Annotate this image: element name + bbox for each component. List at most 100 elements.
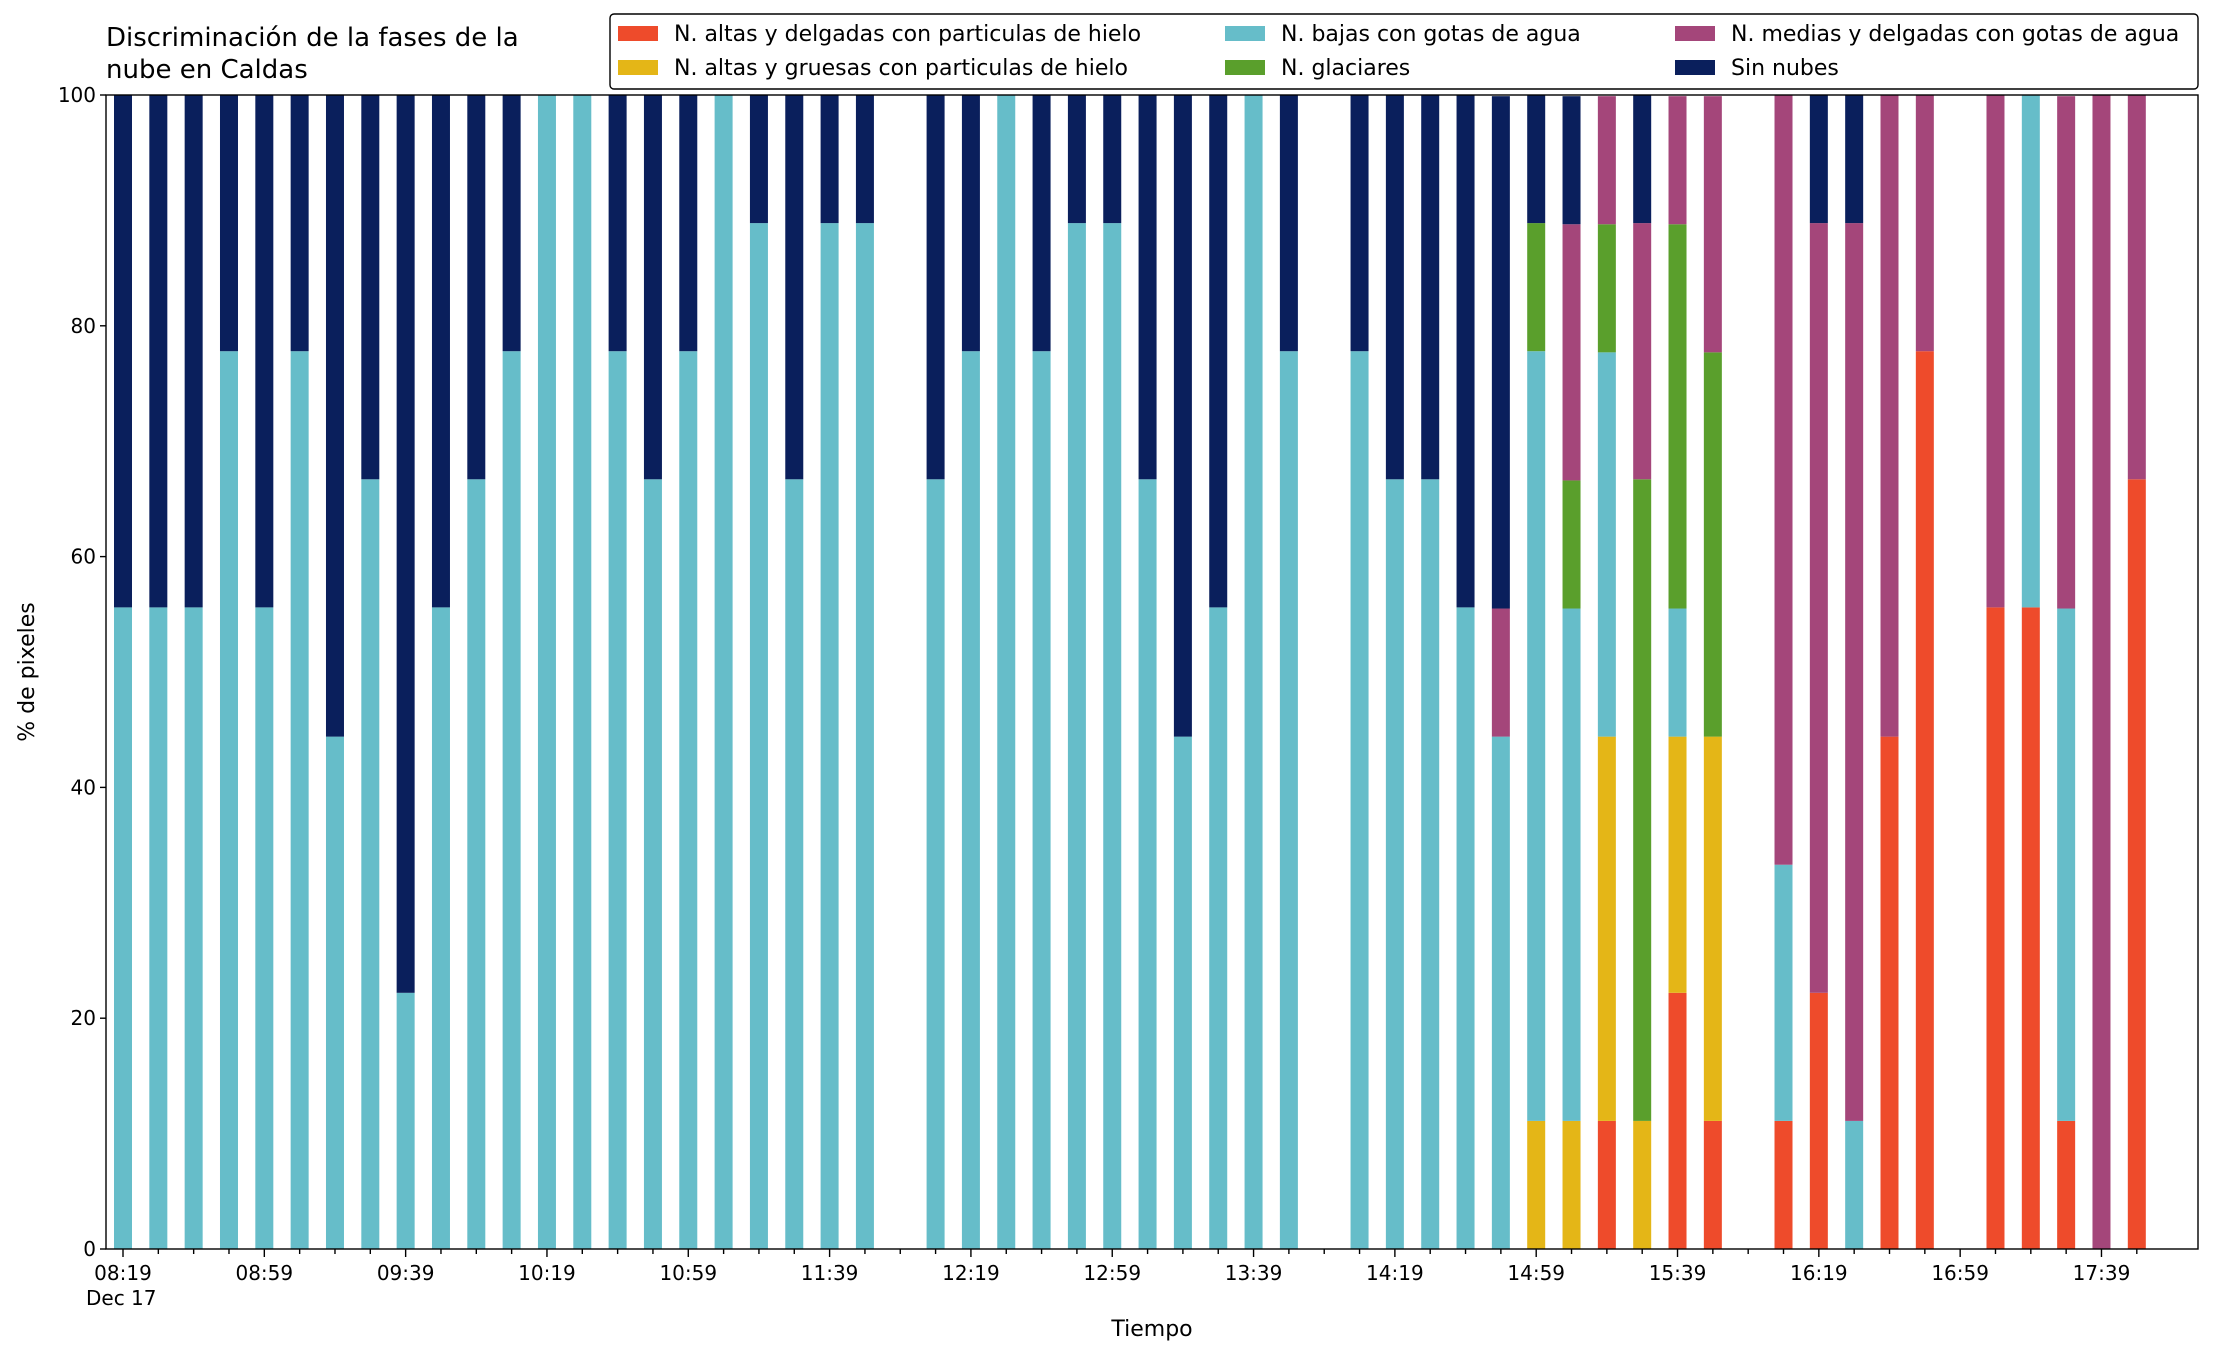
bar-segment — [1703, 1120, 1722, 1249]
bar-segment — [361, 479, 380, 1250]
bar-segment — [2021, 607, 2040, 1249]
bar-segment — [1668, 736, 1687, 993]
bar-segment — [1562, 224, 1581, 481]
bar-segment — [1703, 96, 1722, 353]
x-tick-label: 14:19 — [1366, 1261, 1424, 1285]
x-tick-label: 12:59 — [1083, 1261, 1141, 1285]
bar-segment — [1067, 223, 1086, 1249]
bar-segment — [290, 95, 309, 352]
bar-segment — [1597, 224, 1616, 353]
bar-segment — [149, 607, 168, 1249]
y-tick-label: 80 — [71, 314, 96, 338]
x-tick-label: 12:19 — [942, 1261, 1000, 1285]
bar-segment — [1491, 608, 1510, 737]
bar-segment — [2057, 608, 2076, 1121]
legend-label: Sin nubes — [1731, 56, 1839, 81]
x-axis-label: Tiempo — [1110, 1317, 1192, 1342]
x-tick-label: 10:59 — [659, 1261, 717, 1285]
y-tick-label: 60 — [71, 545, 96, 569]
bar-segment — [1244, 95, 1263, 1249]
bar-segment — [1350, 95, 1369, 352]
y-axis-label: % de pixeles — [15, 602, 40, 741]
bar-segment — [926, 479, 945, 1250]
bar-segment — [749, 223, 768, 1249]
bar-segment — [1845, 223, 1864, 1121]
bar-segment — [643, 479, 662, 1250]
bar-segment — [1915, 95, 1934, 352]
bar-segment — [1774, 1120, 1793, 1249]
bar-segment — [714, 95, 733, 1249]
bar-segment — [2057, 1120, 2076, 1249]
bar-segment — [467, 95, 486, 480]
bar-segment — [2057, 96, 2076, 609]
legend-label: N. bajas con gotas de agua — [1281, 22, 1581, 47]
bar-segment — [1456, 607, 1475, 1249]
bar-segment — [926, 95, 945, 480]
bar-segment — [749, 95, 768, 224]
bar-segment — [1668, 224, 1687, 609]
x-tick-label: 17:39 — [2073, 1261, 2131, 1285]
bar-segment — [1385, 95, 1404, 480]
bar-segment — [785, 95, 804, 480]
bar-segment — [608, 351, 627, 1249]
bar-segment — [219, 95, 238, 352]
bar-segment — [1633, 223, 1652, 480]
bar-segment — [325, 736, 344, 1249]
bar-segment — [1633, 1120, 1652, 1249]
bar-segment — [1809, 223, 1828, 993]
bar-segment — [1421, 95, 1440, 480]
bar-segment — [1279, 95, 1298, 352]
bar-segment — [1562, 1120, 1581, 1249]
bar-segment — [1562, 96, 1581, 225]
plot-frame — [105, 94, 2199, 1250]
bar-segment — [1491, 736, 1510, 1249]
bar-segment — [537, 95, 556, 1249]
bar-segment — [643, 95, 662, 480]
legend-box — [609, 13, 2199, 90]
bar-segment — [184, 607, 203, 1249]
bar-segment — [997, 95, 1016, 1249]
bar-segment — [1067, 95, 1086, 224]
bar-segment — [114, 607, 132, 1249]
bar-segment — [608, 95, 627, 352]
bar-segment — [1032, 95, 1051, 352]
legend-label: N. altas y delgadas con particulas de hi… — [674, 22, 1141, 47]
bar-segment — [325, 95, 344, 737]
bar-segment — [1633, 95, 1652, 224]
bar-segment — [1103, 95, 1122, 224]
bar-segment — [1103, 223, 1122, 1249]
bar-segment — [396, 95, 415, 993]
x-tick-label: 15:39 — [1649, 1261, 1707, 1285]
bar-segment — [1173, 95, 1192, 737]
legend-swatch — [1225, 60, 1265, 75]
bar-segment — [467, 479, 486, 1250]
bar-segment — [1597, 1120, 1616, 1249]
bar-segment — [1703, 736, 1722, 1121]
bar-segment — [255, 607, 274, 1249]
bar-segment — [1491, 96, 1510, 609]
y-tick-label: 20 — [71, 1006, 96, 1030]
bar-segment — [1527, 351, 1546, 1121]
bar-segment — [1173, 736, 1192, 1249]
x-tick-label: 10:19 — [518, 1261, 576, 1285]
bar-segment — [431, 95, 450, 608]
bar-segment — [1880, 95, 1899, 737]
bar-segment — [820, 95, 839, 224]
bar-segment — [855, 95, 874, 224]
legend-label: N. medias y delgadas con gotas de agua — [1731, 22, 2179, 47]
bar-segment — [1597, 736, 1616, 1121]
bar-segment — [1668, 608, 1687, 737]
x-tick-label: 14:59 — [1507, 1261, 1565, 1285]
x-tick-label: 09:39 — [377, 1261, 435, 1285]
x-tick-label: 08:59 — [235, 1261, 293, 1285]
bar-segment — [1809, 95, 1828, 224]
x-tick-label: 13:39 — [1225, 1261, 1283, 1285]
x-date-label: Dec 17 — [86, 1286, 157, 1310]
bar-segment — [1880, 736, 1899, 1249]
legend-swatch — [618, 26, 658, 41]
bar-segment — [855, 223, 874, 1249]
bar-segment — [1562, 608, 1581, 1121]
y-tick-label: 40 — [71, 775, 96, 799]
bar-segment — [1138, 95, 1157, 480]
